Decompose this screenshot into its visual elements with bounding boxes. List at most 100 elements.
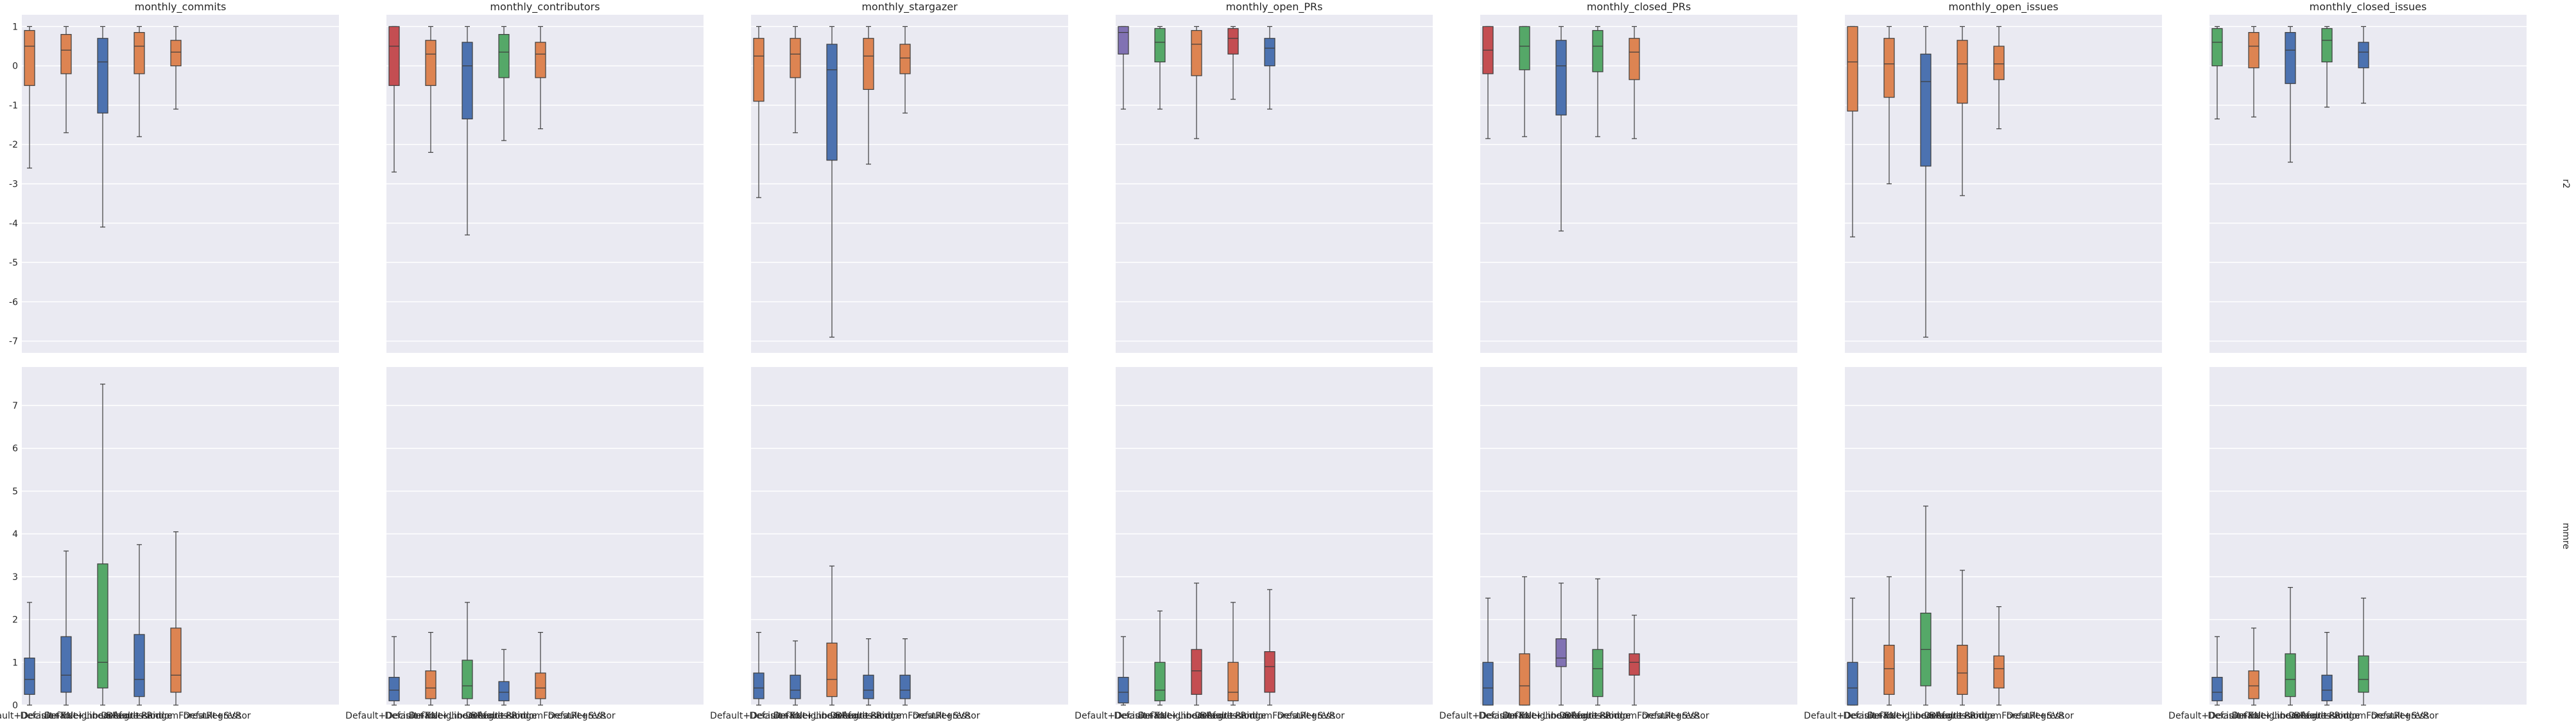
box [753, 672, 765, 699]
x-tick-label: Default+Ridge [2294, 711, 2360, 721]
y-tick-label: 2 [12, 615, 18, 626]
x-tick-label: Default+LinearRegression [2232, 711, 2349, 721]
box [899, 674, 911, 699]
box [134, 31, 145, 74]
box [1993, 655, 2005, 688]
box [2321, 28, 2333, 63]
box [1883, 38, 1895, 98]
box [1629, 38, 1640, 80]
box [753, 38, 765, 102]
box [1957, 40, 1968, 104]
plot-area [751, 367, 1068, 705]
y-tick-label: -5 [9, 258, 18, 268]
y-tick-label: 6 [12, 444, 18, 454]
panel-title: monthly_contributors [490, 1, 600, 13]
x-tick-label: Default+DecisionTree [345, 711, 443, 721]
x-tick-label: Default+DecisionTree [1075, 711, 1172, 721]
box [462, 42, 473, 119]
box [535, 672, 546, 699]
y-tick-label: -7 [9, 337, 18, 347]
box [2248, 670, 2260, 699]
x-tick-label: Default+LinearRegression [44, 711, 162, 721]
x-tick-label: Default+KNeighbors [1843, 711, 1935, 721]
x-tick-label: Default+KNeighbors [1114, 711, 1206, 721]
box [1592, 30, 1604, 72]
x-tick-label: Default+DecisionTree [2168, 711, 2266, 721]
x-tick-label: Default+RandomForestRegressor [2288, 711, 2439, 721]
box [2285, 653, 2296, 697]
y-tick-label: 4 [12, 529, 18, 540]
x-tick-label: Default+SVR [1641, 711, 1700, 721]
plot-area [1116, 367, 1433, 705]
box [1118, 677, 1129, 704]
x-tick-label: Default+RandomForestRegressor [101, 711, 251, 721]
box [1118, 26, 1129, 55]
box [1227, 661, 1239, 701]
box [97, 563, 108, 688]
panel-title: monthly_open_issues [1948, 1, 2058, 13]
plot-area [1845, 367, 2162, 705]
box [388, 677, 400, 701]
y-tick-label: 1 [12, 658, 18, 668]
x-tick-label: Default+Ridge [1565, 711, 1631, 721]
box [1227, 28, 1239, 55]
panel-title: monthly_open_PRs [1226, 1, 1323, 13]
box [1154, 28, 1166, 63]
box [2248, 31, 2260, 69]
x-tick-label: Default+KNeighbors [2208, 711, 2299, 721]
panel-title: monthly_stargazer [861, 1, 958, 13]
x-tick-label: Default+Ridge [1200, 711, 1266, 721]
x-tick-label: Default+Ridge [836, 711, 902, 721]
box [60, 636, 72, 693]
box [1519, 653, 1530, 706]
box [1264, 38, 1275, 67]
x-tick-label: Default+LinearRegression [774, 711, 891, 721]
x-tick-label: Default+SVR [2371, 711, 2429, 721]
panel-title: monthly_closed_issues [2310, 1, 2427, 13]
x-tick-label: Default+SVR [1277, 711, 1335, 721]
box [826, 642, 838, 697]
box [462, 660, 473, 699]
x-tick-label: Default+DecisionTree [1439, 711, 1537, 721]
y-tick-label: 5 [12, 486, 18, 497]
x-tick-label: Default+LinearRegression [1867, 711, 1985, 721]
box [24, 30, 35, 86]
box [24, 658, 35, 695]
box [2358, 655, 2369, 693]
box [1555, 638, 1567, 667]
x-tick-label: Default+KNeighbors [749, 711, 841, 721]
box [1957, 645, 1968, 695]
box [388, 26, 400, 86]
box [425, 670, 437, 699]
box [1592, 649, 1604, 697]
box [134, 634, 145, 697]
x-tick-label: Default+DecisionTree [710, 711, 808, 721]
box [60, 34, 72, 74]
plot-area [1480, 367, 1797, 705]
x-tick-label: Default+DecisionTree [0, 711, 78, 721]
plot-area [2209, 367, 2527, 705]
y-tick-label: -2 [9, 140, 18, 150]
box [790, 674, 801, 699]
x-tick-label: Default+SVR [912, 711, 971, 721]
x-tick-label: Default+KNeighbors [1478, 711, 1570, 721]
box [1847, 26, 1858, 112]
box [498, 681, 510, 701]
x-tick-label: Default+RandomForestRegressor [1559, 711, 1709, 721]
x-tick-label: Default+SVR [183, 711, 241, 721]
x-tick-label: Default+RandomForestRegressor [830, 711, 980, 721]
x-tick-label: Default+SVR [548, 711, 606, 721]
x-tick-label: Default+RandomForestRegressor [1924, 711, 2074, 721]
x-tick-label: Default+RandomForestRegressor [1195, 711, 1345, 721]
box [2358, 42, 2369, 69]
x-tick-label: Default+DecisionTree [1804, 711, 1901, 721]
y-tick-label: 7 [12, 401, 18, 411]
x-tick-label: Default+KNeighbors [20, 711, 112, 721]
box [1264, 651, 1275, 693]
box [1993, 46, 2005, 80]
y-tick-label: -3 [9, 180, 18, 190]
box [1920, 53, 1932, 167]
y-tick-label: -4 [9, 219, 18, 229]
x-tick-label: Default+RandomForestRegressor [465, 711, 616, 721]
